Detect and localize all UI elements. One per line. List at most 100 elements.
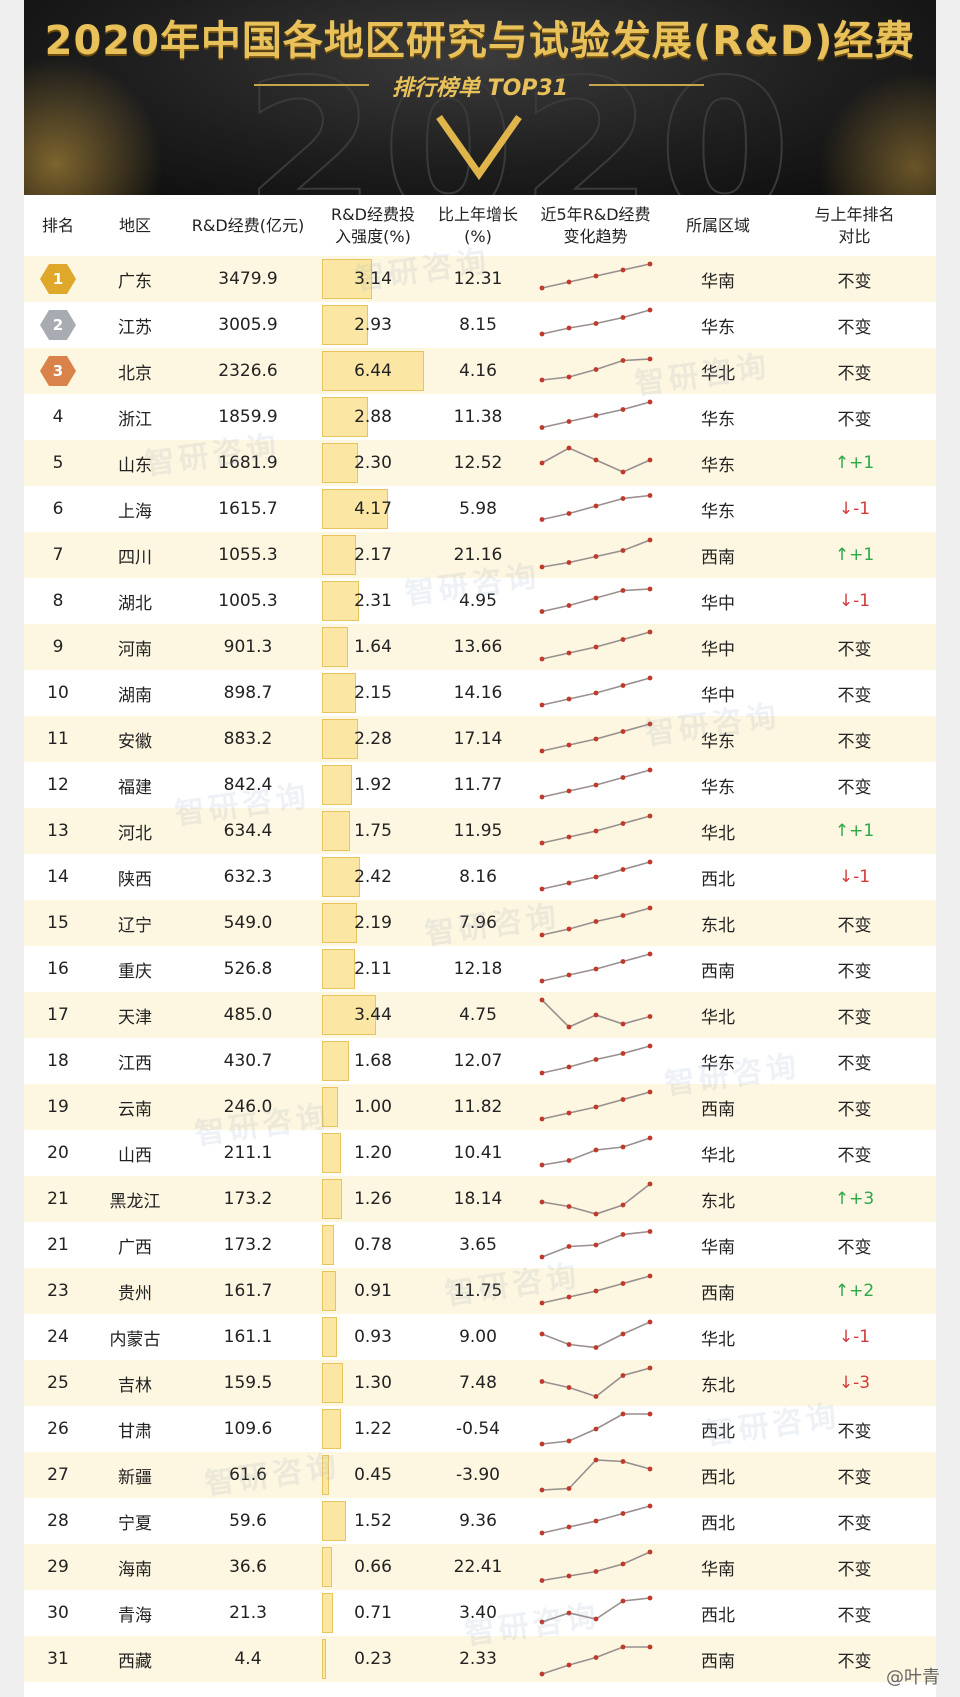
table-row: 3 北京 2326.6 6.44 4.16 华北 不变	[24, 348, 936, 394]
cell-region: 重庆	[92, 946, 178, 992]
header-region: 地区	[118, 216, 151, 235]
trend-point	[539, 1199, 544, 1205]
cell-region: 海南	[92, 1544, 178, 1590]
cell-intensity: 1.92	[318, 762, 428, 808]
page-subtitle: 排行榜单 TOP31	[391, 76, 569, 101]
cell-rank: 21	[24, 1176, 92, 1222]
trend-point	[620, 1021, 625, 1027]
intensity-value: 2.19	[354, 913, 392, 933]
trend-sparkline	[539, 399, 652, 430]
cell-growth: 4.75	[428, 992, 528, 1038]
trend-point	[566, 972, 571, 978]
trend-sparkline	[539, 951, 652, 984]
trend-point	[620, 1373, 625, 1378]
cell-rank-change: 不变	[773, 1038, 936, 1084]
intensity-value: 3.14	[354, 269, 392, 289]
trend-point	[647, 905, 652, 911]
cell-growth: 9.00	[428, 1314, 528, 1360]
cell-intensity: 1.64	[318, 624, 428, 670]
trend-point	[593, 457, 598, 463]
trend-point	[593, 919, 598, 924]
cell-area: 东北	[663, 1360, 773, 1406]
header-change: 与上年排名 对比	[773, 196, 936, 256]
rank-number: 30	[47, 1603, 69, 1623]
trend-line	[541, 1551, 650, 1582]
table-row: 19 云南 246.0 1.00 11.82 西南 不变	[24, 1084, 936, 1130]
cell-rank-change: ↑+1	[773, 532, 936, 578]
cell-funding: 173.2	[178, 1176, 318, 1222]
intensity-bar	[322, 1133, 341, 1173]
banner-glow-right	[796, 60, 936, 195]
rank-number: 25	[47, 1373, 69, 1393]
cell-funding: 1615.7	[178, 486, 318, 532]
intensity-bar	[322, 1087, 338, 1127]
cell-region: 福建	[92, 762, 178, 808]
intensity-bar	[322, 581, 359, 621]
trend-point	[593, 1288, 598, 1294]
cell-region: 辽宁	[92, 900, 178, 946]
cell-trend	[528, 578, 663, 624]
trend-point	[620, 1144, 625, 1150]
trend-point	[566, 650, 571, 656]
table-row: 14 陕西 632.3 2.42 8.16 西北 ↓-1	[24, 854, 936, 900]
trend-point	[539, 1441, 544, 1447]
trend-point	[539, 1162, 544, 1168]
trend-sparkline	[539, 1135, 652, 1168]
cell-intensity: 0.78	[318, 1222, 428, 1268]
trend-point	[593, 690, 598, 696]
cell-trend	[528, 946, 663, 992]
trend-point	[620, 469, 625, 475]
cell-rank-change: 不变	[773, 256, 936, 302]
trend-point	[620, 1281, 625, 1286]
cell-region: 云南	[92, 1084, 178, 1130]
trend-point	[647, 537, 652, 543]
trend-point	[647, 1503, 652, 1509]
trend-sparkline	[539, 1043, 652, 1076]
cell-rank-change: 不变	[773, 1406, 936, 1452]
intensity-bar	[322, 305, 369, 345]
cell-funding: 1055.3	[178, 532, 318, 578]
cell-area: 华东	[663, 302, 773, 348]
cell-growth: 9.36	[428, 1498, 528, 1544]
cell-rank-change: ↑+1	[773, 440, 936, 486]
cell-intensity: 1.26	[318, 1176, 428, 1222]
cell-funding: 632.3	[178, 854, 318, 900]
cell-rank-change: ↓-1	[773, 486, 936, 532]
cell-region: 广西	[92, 1222, 178, 1268]
cell-trend	[528, 1130, 663, 1176]
cell-area: 华东	[663, 486, 773, 532]
trend-point	[539, 1331, 544, 1337]
cell-intensity: 2.30	[318, 440, 428, 486]
table-row: 1 广东 3479.9 3.14 12.31 华南 不变	[24, 256, 936, 302]
cell-region: 上海	[92, 486, 178, 532]
cell-rank-change: ↑+1	[773, 808, 936, 854]
cell-trend	[528, 1544, 663, 1590]
trend-point	[539, 997, 544, 1003]
cell-area: 华中	[663, 578, 773, 624]
cell-rank-change: 不变	[773, 1636, 936, 1682]
cell-rank: 6	[24, 486, 92, 532]
trend-sparkline	[539, 1644, 652, 1677]
cell-growth: 22.41	[428, 1544, 528, 1590]
trend-sparkline	[539, 629, 652, 662]
cell-trend	[528, 900, 663, 946]
intensity-bar	[322, 259, 372, 299]
intensity-value: 1.75	[354, 821, 392, 841]
trend-point	[647, 629, 652, 635]
header-area: 所属区域	[685, 216, 750, 235]
rank-number: 7	[52, 545, 64, 565]
intensity-bar	[322, 811, 350, 851]
cell-rank: 21	[24, 1222, 92, 1268]
intensity-value: 1.26	[354, 1189, 392, 1209]
cell-trend	[528, 1590, 663, 1636]
table-row: 7 四川 1055.3 2.17 21.16 西南 ↑+1	[24, 532, 936, 578]
cell-area: 西北	[663, 854, 773, 900]
trend-point	[620, 548, 625, 553]
cell-funding: 3479.9	[178, 256, 318, 302]
report-sheet: 2020 2020年中国各地区研究与试验发展(R&D)经费 排行榜单 TOP31…	[24, 0, 936, 1697]
trend-sparkline	[539, 1411, 652, 1447]
trend-sparkline	[539, 767, 652, 800]
cell-rank-change: 不变	[773, 1544, 936, 1590]
header-trend: 近5年R&D经费 变化趋势	[528, 196, 663, 256]
trend-sparkline	[539, 1273, 652, 1306]
